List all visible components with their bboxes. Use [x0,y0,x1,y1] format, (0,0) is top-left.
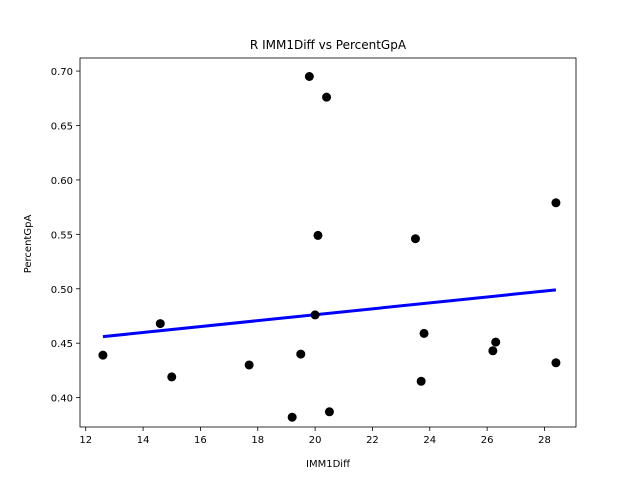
data-point [551,358,561,368]
x-tick-label: 12 [79,435,92,446]
x-tick-label: 18 [251,435,264,446]
axes-frame [79,57,577,428]
x-axis: 12 14 16 18 20 22 24 26 28 [79,427,551,446]
data-point [310,310,320,320]
x-tick-label: 22 [366,435,379,446]
data-point [287,412,297,422]
data-point [244,360,254,370]
y-axis: 0.40 0.45 0.50 0.55 0.60 0.65 0.70 [51,67,80,405]
x-axis-label: IMM1Diff [306,459,351,470]
y-tick-label: 0.65 [51,121,73,132]
x-tick-label: 14 [137,435,150,446]
y-axis-label: PercentGpA [23,215,34,274]
x-tick-label: 16 [194,435,207,446]
data-point [304,72,314,82]
y-tick-label: 0.60 [51,176,73,187]
x-tick-label: 28 [538,435,551,446]
x-tick-label: 20 [309,435,322,446]
data-point [491,337,501,347]
data-point [322,92,332,102]
data-point [155,319,165,329]
data-point [551,198,561,208]
data-point [410,234,420,244]
data-point [167,372,177,382]
y-tick-label: 0.70 [51,67,73,78]
y-tick-label: 0.50 [51,285,73,296]
y-tick-label: 0.55 [51,230,73,241]
y-tick-label: 0.45 [51,339,73,350]
x-tick-label: 24 [423,435,436,446]
data-point [324,407,334,417]
data-point [313,230,323,240]
regression-line [102,288,557,339]
data-point [98,350,108,360]
data-point [488,346,498,356]
plot-area [98,72,561,422]
chart-title: R IMM1Diff vs PercentGpA [250,38,407,52]
y-tick-label: 0.40 [51,394,73,405]
data-point [416,376,426,386]
x-tick-label: 26 [481,435,494,446]
data-point [419,328,429,338]
data-point [296,349,306,359]
